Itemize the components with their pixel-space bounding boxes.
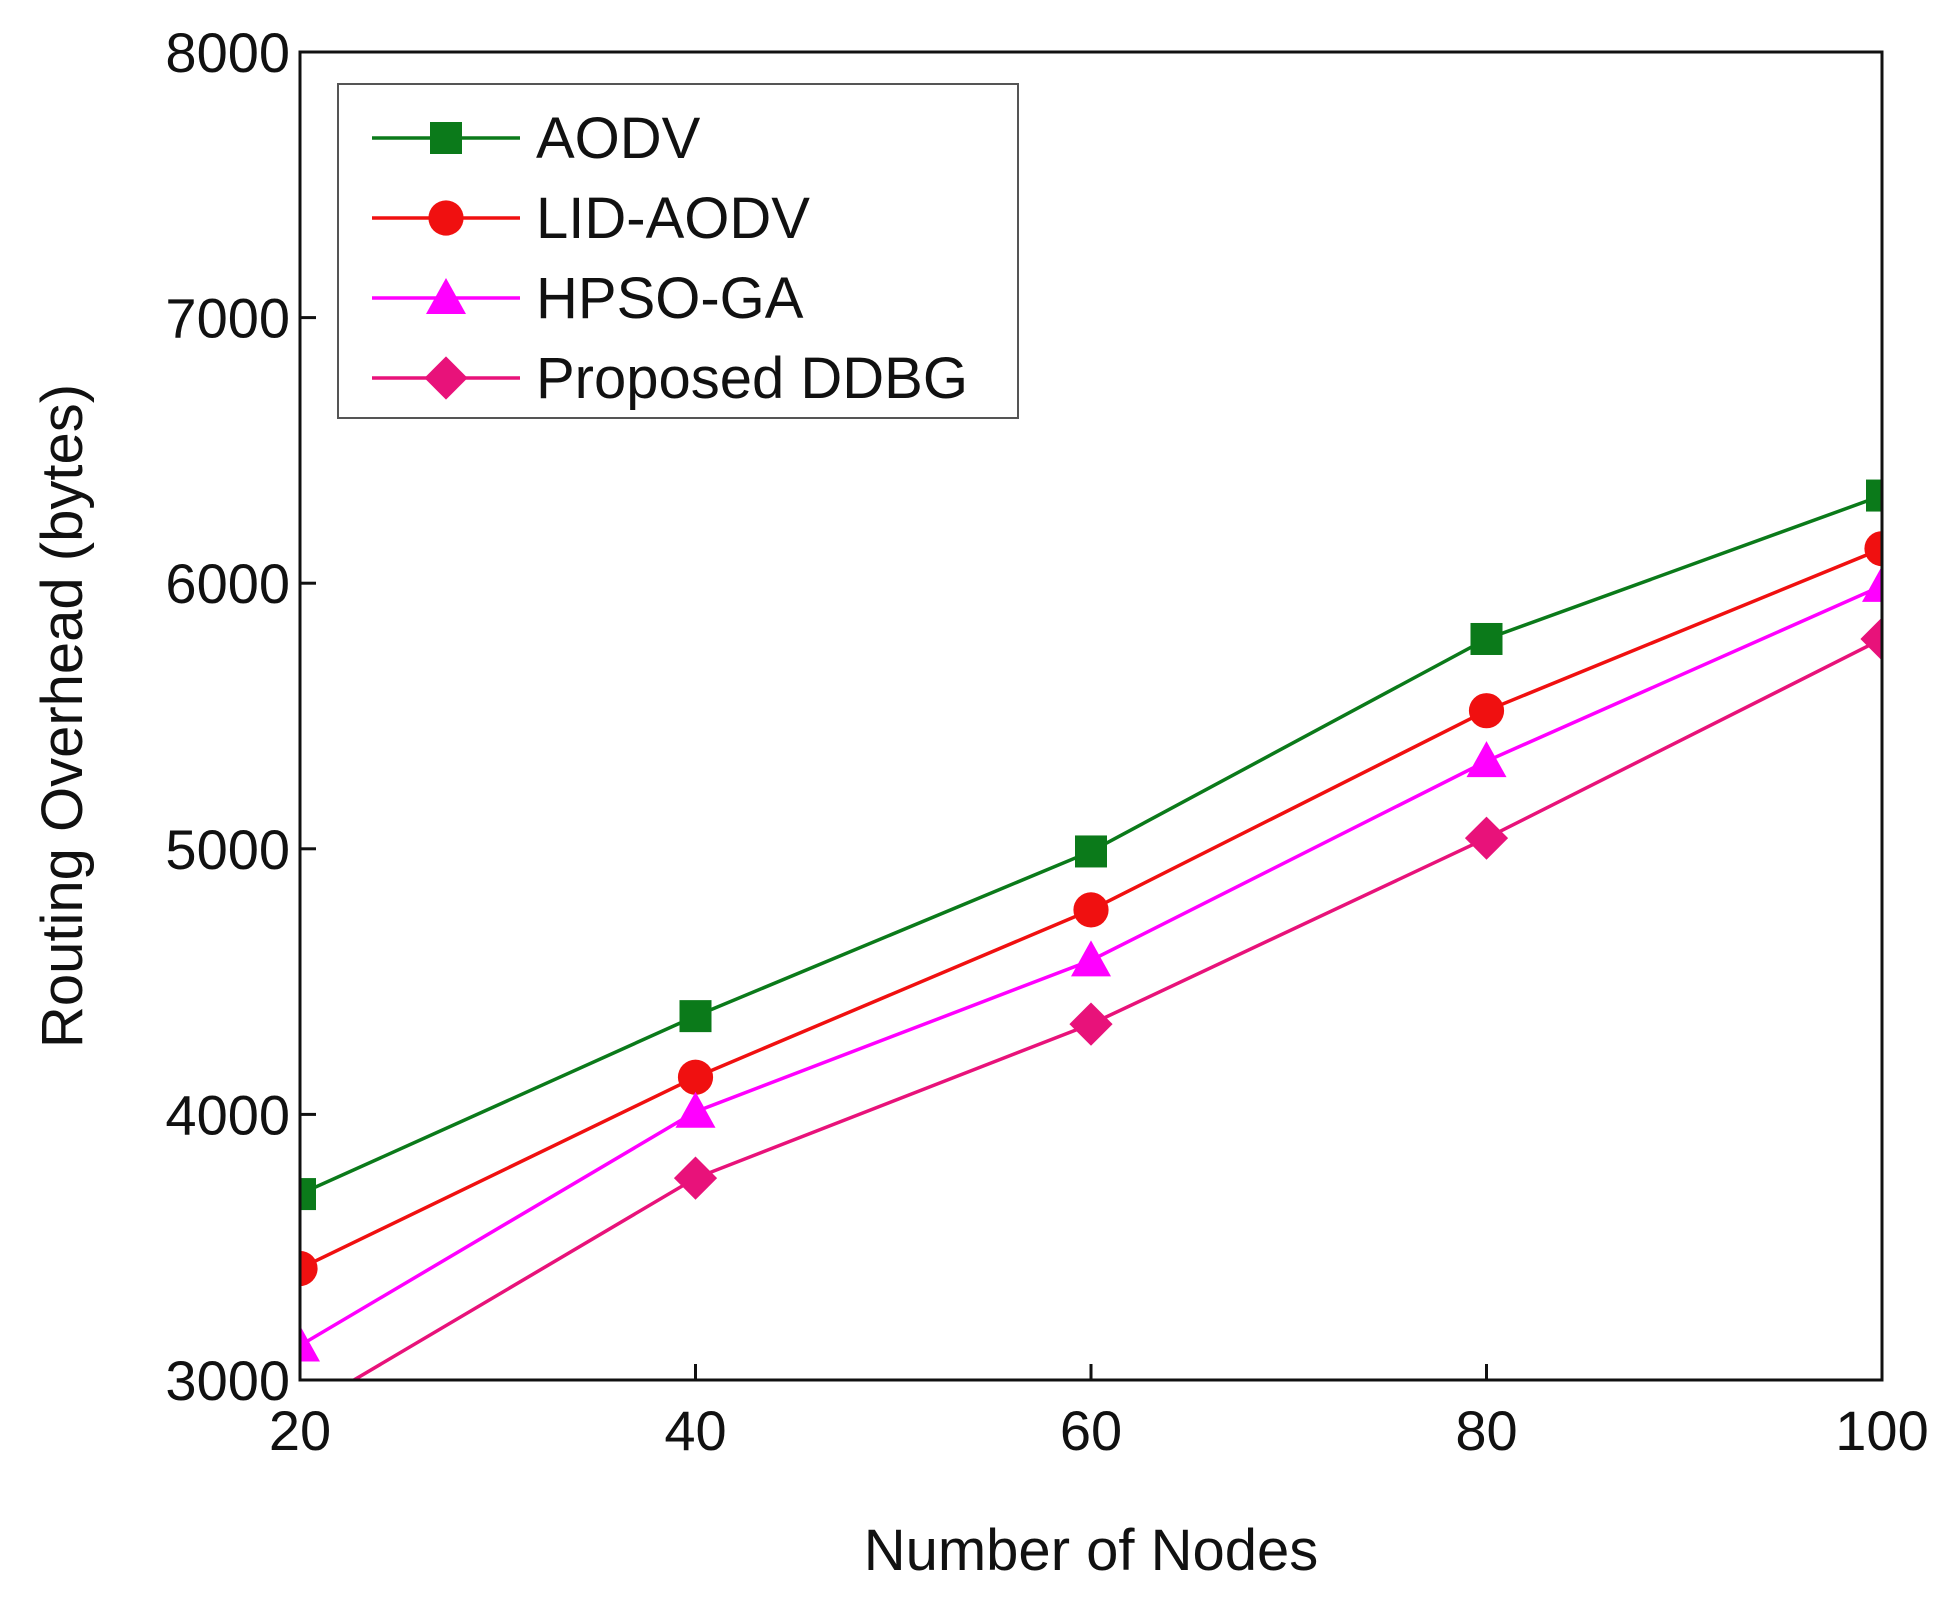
legend-entry: LID-AODV: [372, 186, 810, 251]
data-point: [1464, 816, 1509, 860]
x-tick-label: 80: [1455, 1399, 1517, 1462]
data-point: [1864, 531, 1882, 567]
y-tick-label: 7000: [165, 287, 290, 350]
legend-label: Proposed DDBG: [536, 346, 968, 411]
x-axis-title: Number of Nodes: [864, 1518, 1319, 1583]
data-point: [679, 1000, 712, 1033]
data-point: [300, 1325, 320, 1362]
x-tick-label: 40: [664, 1399, 726, 1462]
series-aodv: [300, 479, 1882, 1211]
legend-entry: AODV: [372, 106, 701, 171]
x-tick-label: 60: [1060, 1399, 1122, 1462]
legend-label: LID-AODV: [536, 186, 810, 251]
legend-entries: AODV LID-AODV HPSO-GA Proposed DDBG: [372, 106, 968, 411]
legend-label: HPSO-GA: [536, 266, 804, 331]
series-layer: [300, 479, 1882, 1380]
data-point: [1862, 565, 1882, 602]
series-lid-aodv: [300, 531, 1882, 1287]
tick-layer: 20 40 60 80 100 3000 4000 5000 6000 7000 8000: [165, 21, 1928, 1462]
data-point: [1470, 622, 1503, 655]
data-point: [1073, 892, 1109, 928]
legend-entry: HPSO-GA: [372, 266, 804, 331]
data-point: [1866, 479, 1882, 512]
data-point: [1468, 693, 1505, 729]
legend-marker: [424, 356, 468, 400]
y-tick-label: 4000: [165, 1083, 290, 1146]
data-point: [300, 1178, 316, 1211]
legend: AODV LID-AODV HPSO-GA Proposed DDBG: [337, 83, 1019, 419]
data-point: [677, 1059, 714, 1095]
data-point: [673, 1156, 718, 1200]
y-tick-label: 5000: [165, 818, 290, 881]
data-point: [1071, 940, 1111, 977]
x-tick-label: 100: [1835, 1399, 1928, 1462]
y-tick-label: 3000: [165, 1349, 290, 1412]
series-proposed-ddbg: [350, 617, 1882, 1380]
y-tick-label: 8000: [165, 21, 290, 84]
x-tick-label: 20: [269, 1399, 331, 1462]
data-point: [1860, 617, 1882, 661]
y-axis-title: Routing Overhead (bytes): [30, 384, 95, 1048]
legend-marker: [428, 200, 464, 236]
legend-marker: [426, 278, 466, 314]
series-hpso-ga: [300, 565, 1882, 1362]
data-point: [1075, 835, 1107, 868]
data-point: [675, 1091, 716, 1128]
y-tick-label: 6000: [165, 552, 290, 615]
legend-entry: Proposed DDBG: [372, 346, 968, 411]
data-point: [1069, 1002, 1113, 1046]
legend-label: AODV: [536, 106, 701, 171]
data-point: [1466, 741, 1507, 778]
data-point: [300, 1250, 318, 1287]
legend-marker: [430, 122, 462, 154]
